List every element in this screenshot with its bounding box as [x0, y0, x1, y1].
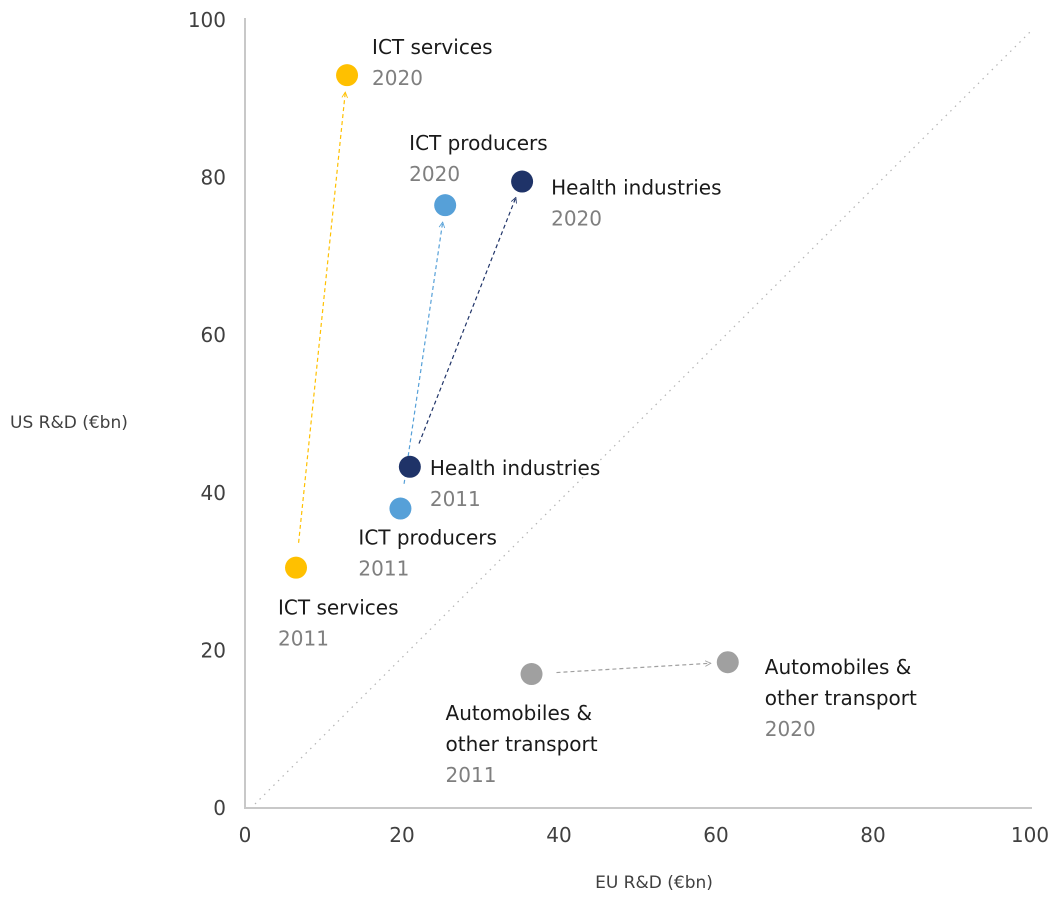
x-axis-title: EU R&D (€bn)	[595, 873, 713, 893]
x-tick-label-60: 60	[703, 823, 728, 847]
arrow-ict-services	[298, 92, 346, 543]
arrow-automobiles-and-other-transport	[556, 663, 710, 674]
label-name-ict-services-2020: ICT services	[372, 35, 493, 59]
label-name-automobiles-and-other-transport-2011-line-1: Automobiles &	[446, 701, 593, 725]
label-year-automobiles-and-other-transport-2011: 2011	[446, 763, 497, 787]
y-tick-label-20: 20	[201, 638, 226, 662]
x-tick-label-40: 40	[546, 823, 571, 847]
arrow-layer	[298, 92, 711, 674]
label-automobiles-and-other-transport-2020: Automobiles & other transport 2020	[765, 655, 917, 741]
y-tick-label-80: 80	[201, 166, 226, 190]
label-name-health-industries-2020: Health industries	[551, 176, 721, 200]
point-health-industries-2011	[398, 455, 421, 478]
arrow-health-industries	[418, 197, 516, 444]
x-tick-label-0: 0	[239, 823, 252, 847]
label-year-ict-producers-2020: 2020	[409, 162, 460, 186]
reference-line-layer	[254, 31, 1031, 805]
point-layer	[285, 64, 739, 686]
label-name-ict-services-2011: ICT services	[278, 596, 399, 620]
y-tick-label-100: 100	[188, 8, 226, 32]
arrow-ict-producers	[403, 222, 443, 484]
label-year-health-industries-2020: 2020	[551, 207, 602, 231]
label-year-health-industries-2011: 2011	[430, 487, 481, 511]
label-health-industries-2011: Health industries 2011	[430, 456, 600, 511]
point-ict-services-2011	[285, 556, 308, 579]
y-tick-label-60: 60	[201, 323, 226, 347]
label-health-industries-2020: Health industries 2020	[551, 176, 721, 231]
label-name-automobiles-and-other-transport-2020-line-2: other transport	[765, 686, 917, 710]
point-ict-producers-2020	[434, 194, 457, 217]
point-ict-services-2020	[336, 64, 359, 87]
label-automobiles-and-other-transport-2011: Automobiles & other transport 2011	[446, 701, 598, 787]
point-ict-producers-2011	[389, 497, 412, 520]
label-year-ict-services-2011: 2011	[278, 627, 329, 651]
point-automobiles-and-other-transport-2011	[520, 663, 543, 686]
label-ict-services-2011: ICT services 2011	[278, 596, 399, 651]
x-tick-label-80: 80	[860, 823, 885, 847]
label-name-ict-producers-2020: ICT producers	[409, 131, 547, 155]
label-ict-producers-2011: ICT producers 2011	[358, 526, 496, 581]
label-ict-producers-2020: ICT producers 2020	[409, 131, 547, 186]
label-name-automobiles-and-other-transport-2020-line-1: Automobiles &	[765, 655, 912, 679]
label-name-health-industries-2011: Health industries	[430, 456, 600, 480]
y-axis-title: US R&D (€bn)	[10, 413, 128, 433]
x-tick-label-100: 100	[1011, 823, 1049, 847]
y-tick-label-0: 0	[213, 796, 226, 820]
label-name-automobiles-and-other-transport-2011-line-2: other transport	[446, 732, 598, 756]
label-year-ict-services-2020: 2020	[372, 66, 423, 90]
label-year-ict-producers-2011: 2011	[358, 557, 409, 581]
label-name-ict-producers-2011: ICT producers	[358, 526, 496, 550]
axes: 0 20 40 60 80 100 0 20 40 60 80 100	[188, 8, 1049, 847]
label-year-automobiles-and-other-transport-2020: 2020	[765, 717, 816, 741]
diagonal-reference-line	[254, 31, 1031, 805]
point-automobiles-and-other-transport-2020	[716, 651, 739, 674]
label-ict-services-2020: ICT services 2020	[372, 35, 493, 90]
x-tick-label-20: 20	[389, 823, 414, 847]
point-health-industries-2020	[511, 170, 534, 193]
y-tick-label-40: 40	[201, 481, 226, 505]
